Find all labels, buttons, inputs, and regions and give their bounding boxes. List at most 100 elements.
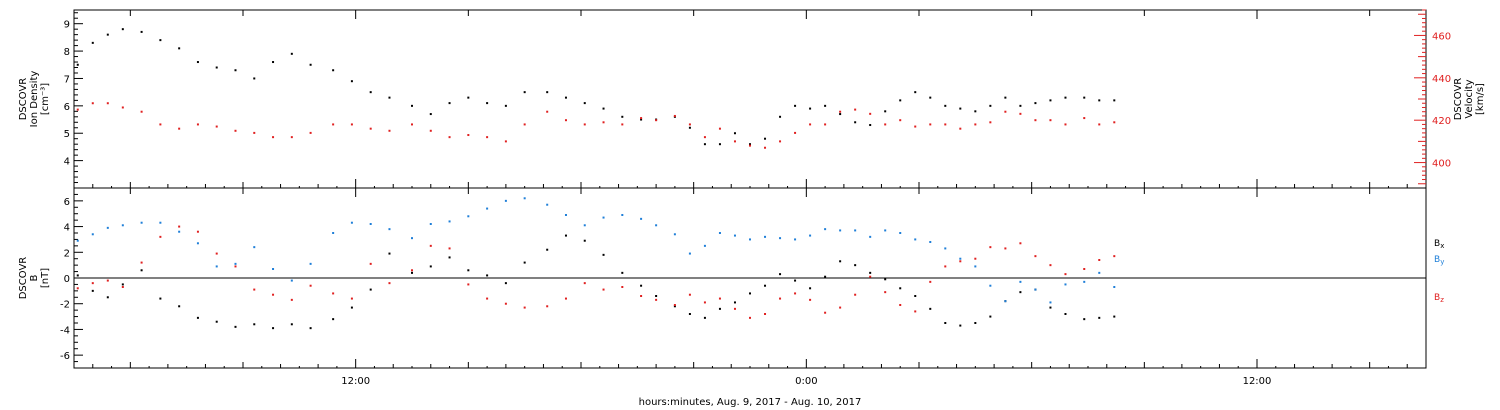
velocity-point xyxy=(583,123,586,126)
ion-density-point xyxy=(350,80,353,83)
velocity-point xyxy=(655,119,658,122)
velocity-point xyxy=(869,112,872,115)
ion-density-point xyxy=(959,107,962,110)
ion-density-point xyxy=(989,104,992,107)
density-tick-label: 6 xyxy=(64,102,70,113)
by-point xyxy=(309,262,312,265)
by-point xyxy=(640,217,643,220)
ion-density-point xyxy=(929,96,932,99)
by-point xyxy=(350,221,353,224)
by-point xyxy=(794,238,797,241)
ion-density-point xyxy=(839,113,842,116)
bottom-time-ticks xyxy=(73,188,1427,368)
ion-density-point xyxy=(388,96,391,99)
velocity-point xyxy=(546,110,549,113)
velocity-tick-label: 420 xyxy=(1432,116,1451,127)
bx-point xyxy=(76,274,79,277)
by-point xyxy=(1034,288,1037,291)
ion-density-point xyxy=(718,143,721,146)
bz-point xyxy=(309,284,312,287)
by-point xyxy=(655,224,658,227)
by-point xyxy=(486,207,489,210)
bx-point xyxy=(839,260,842,263)
bx-point xyxy=(583,239,586,242)
by-point xyxy=(673,233,676,236)
by-point xyxy=(178,230,181,233)
by-point xyxy=(854,229,857,232)
ion-density-point xyxy=(749,143,751,146)
bx-point xyxy=(779,273,782,276)
velocity-point xyxy=(1049,119,1052,122)
bz-point xyxy=(1113,255,1116,258)
velocity-point xyxy=(178,127,181,130)
bx-point xyxy=(673,305,676,308)
density-tick-label: 7 xyxy=(64,74,70,85)
bx-point xyxy=(718,307,721,310)
velocity-point xyxy=(159,123,162,126)
bz-point xyxy=(523,306,526,309)
ion-density-point xyxy=(914,91,917,94)
ion-density-point xyxy=(899,99,902,102)
ion-density-point xyxy=(688,126,691,129)
by-point xyxy=(388,228,391,231)
ion-density-point xyxy=(733,132,736,135)
bx-point xyxy=(794,279,797,282)
ion-density-point xyxy=(621,115,624,118)
bz-point xyxy=(178,225,181,228)
bz-point xyxy=(546,305,549,308)
bz-point xyxy=(854,293,857,296)
bx-point xyxy=(974,322,977,324)
by-point xyxy=(989,284,992,287)
velocity-point xyxy=(486,136,489,139)
by-point xyxy=(91,233,94,236)
ion-density-point xyxy=(309,63,312,66)
by-point xyxy=(779,237,782,240)
bz-point xyxy=(794,292,797,295)
bz-point xyxy=(388,282,391,285)
ion-density-point xyxy=(486,102,489,105)
bx-point xyxy=(655,295,658,297)
velocity-ylabel-line1: DSCOVR xyxy=(1453,78,1464,121)
bx-point xyxy=(369,288,372,291)
bz-point xyxy=(140,261,143,264)
velocity-point xyxy=(196,123,199,126)
top-data-points xyxy=(76,28,1116,149)
by-point xyxy=(429,223,432,225)
ion-density-point xyxy=(196,61,199,64)
ion-density-point xyxy=(1049,99,1052,102)
velocity-point xyxy=(121,106,124,109)
legend-by: By xyxy=(1434,255,1444,266)
velocity-point xyxy=(388,129,391,132)
velocity-point xyxy=(234,129,237,132)
bz-point xyxy=(253,288,256,291)
ion-density-point xyxy=(234,69,237,72)
bx-point xyxy=(914,295,917,297)
field-tick-label: 0 xyxy=(64,274,70,285)
top-time-ticks xyxy=(73,10,1427,188)
bz-point xyxy=(824,311,827,314)
by-point xyxy=(884,229,887,232)
by-point xyxy=(869,235,872,238)
bz-point xyxy=(467,283,470,286)
density-ylabel-line3: [cm⁻³] xyxy=(40,83,51,115)
by-point xyxy=(824,228,827,231)
by-point xyxy=(159,221,162,224)
bz-point xyxy=(959,260,962,263)
bz-point xyxy=(688,293,691,296)
ion-density-point xyxy=(106,33,109,36)
velocity-point xyxy=(106,102,109,105)
ion-density-point xyxy=(546,91,549,94)
bz-point xyxy=(809,298,812,301)
ion-density-point xyxy=(253,77,256,80)
ion-density-point xyxy=(215,66,218,69)
velocity-tick-label: 400 xyxy=(1432,159,1451,170)
velocity-point xyxy=(989,121,992,124)
velocity-point xyxy=(673,114,676,117)
ion-density-point xyxy=(703,143,706,146)
ion-density-point xyxy=(429,113,432,116)
bz-point xyxy=(749,316,751,319)
velocity-point xyxy=(884,123,887,126)
velocity-point xyxy=(854,108,857,111)
velocity-point xyxy=(764,146,767,149)
